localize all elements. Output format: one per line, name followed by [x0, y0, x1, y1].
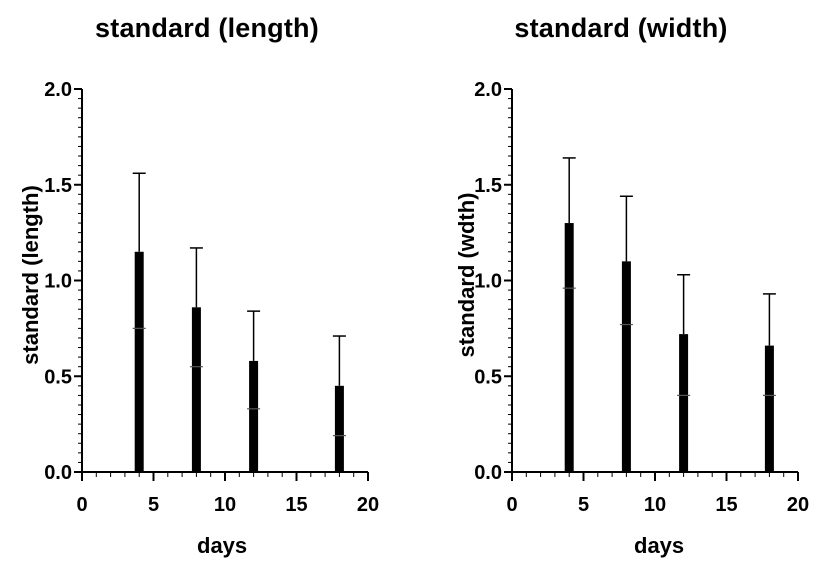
- y-tick-label: 0.5: [44, 366, 72, 388]
- bar: [679, 334, 689, 472]
- bar: [134, 251, 144, 472]
- x-tick-label: 15: [285, 494, 307, 516]
- x-tick-label: 10: [644, 494, 666, 516]
- chart-panel-length: standard (length) standard (length) 0.0 0…: [18, 13, 379, 558]
- chart-title: standard (length): [95, 13, 319, 43]
- y-tick-label: 0.0: [44, 462, 72, 484]
- y-tick-label: 1.0: [474, 271, 502, 293]
- x-tick-label: 5: [148, 494, 159, 516]
- bar: [764, 345, 774, 472]
- y-tick-label: 1.5: [44, 175, 72, 197]
- x-tick-label: 10: [214, 494, 236, 516]
- x-axis-label: days: [634, 533, 685, 558]
- bar: [621, 261, 631, 472]
- bar: [249, 360, 259, 472]
- chart-plot: 0.0 0.5 1.0 1.5 2.0 0 5 10 15 20: [44, 79, 379, 516]
- x-axis-label: days: [197, 533, 248, 558]
- y-tick-label: 0.0: [474, 462, 502, 484]
- chart-panel-width: standard (width) standard (wdth) 0.0 0.5 1…: [414, 0, 828, 563]
- x-tick-label: 20: [357, 494, 379, 516]
- chart-plot: 0.0 0.5 1.0 1.5 2.0 0 5 10 15 20: [474, 79, 809, 516]
- x-tick-label: 0: [506, 494, 517, 516]
- y-tick-label: 1.0: [44, 271, 72, 293]
- y-tick-label: 0.5: [474, 366, 502, 388]
- y-tick-label: 1.5: [474, 175, 502, 197]
- x-tick-label: 5: [578, 494, 589, 516]
- x-tick-label: 20: [787, 494, 809, 516]
- y-tick-label: 2.0: [44, 79, 72, 101]
- y-tick-label: 2.0: [474, 79, 502, 101]
- bar: [564, 223, 574, 472]
- bar: [191, 307, 201, 472]
- chart-title: standard (width): [514, 13, 728, 43]
- bar: [334, 385, 344, 472]
- x-tick-label: 0: [76, 494, 87, 516]
- x-tick-label: 15: [715, 494, 737, 516]
